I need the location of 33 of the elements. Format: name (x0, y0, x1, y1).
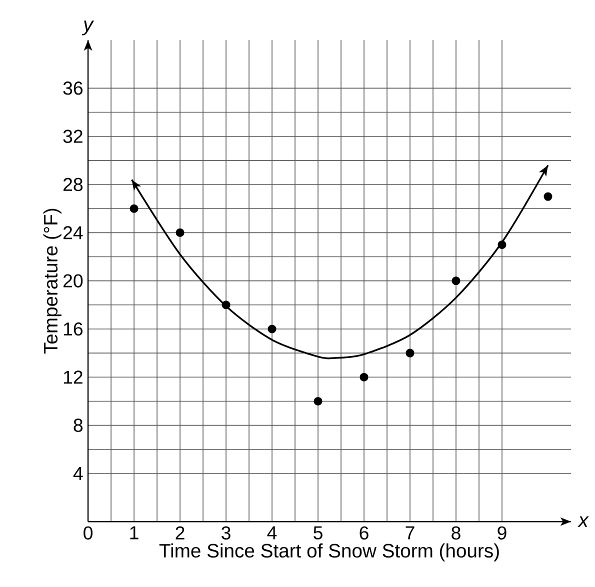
y-tick-label: 28 (64, 178, 83, 192)
y-tick-label: 20 (64, 274, 83, 288)
y-tick-label: 16 (64, 322, 83, 336)
point (360, 372, 368, 382)
point (452, 276, 460, 286)
y-tick-label: 12 (64, 370, 82, 384)
text: x (578, 516, 589, 527)
y-tick-label: 24 (64, 226, 83, 240)
point (544, 192, 552, 201)
x-tick-label: 2 (176, 526, 184, 540)
x-tick-label: 9 (498, 526, 506, 540)
x-tick-label: 0 (84, 526, 93, 540)
point (268, 324, 276, 334)
point (406, 348, 414, 358)
text: y (82, 20, 94, 36)
y-tick-label: 4 (73, 467, 83, 480)
x-axis-title: Time Since Start of Snow Storm (hours) (159, 543, 499, 562)
x-tick-label: 6 (360, 526, 368, 540)
y-tick-label: 8 (74, 418, 83, 432)
x-tick-label: 7 (406, 526, 414, 540)
point (130, 204, 138, 213)
point (498, 240, 506, 249)
point (222, 300, 230, 310)
y-tick-label: 32 (63, 130, 82, 143)
x-tick-label: 5 (314, 526, 322, 540)
x-tick-label: 8 (452, 526, 460, 540)
x-tick-label: 3 (222, 526, 230, 540)
y-tick-label: 36 (63, 82, 83, 95)
point (314, 396, 322, 406)
x-tick-label: 1 (130, 526, 138, 540)
y-axis-title: Temperature (°F) (43, 208, 62, 354)
point (176, 228, 184, 237)
x-tick-label: 4 (267, 526, 277, 540)
